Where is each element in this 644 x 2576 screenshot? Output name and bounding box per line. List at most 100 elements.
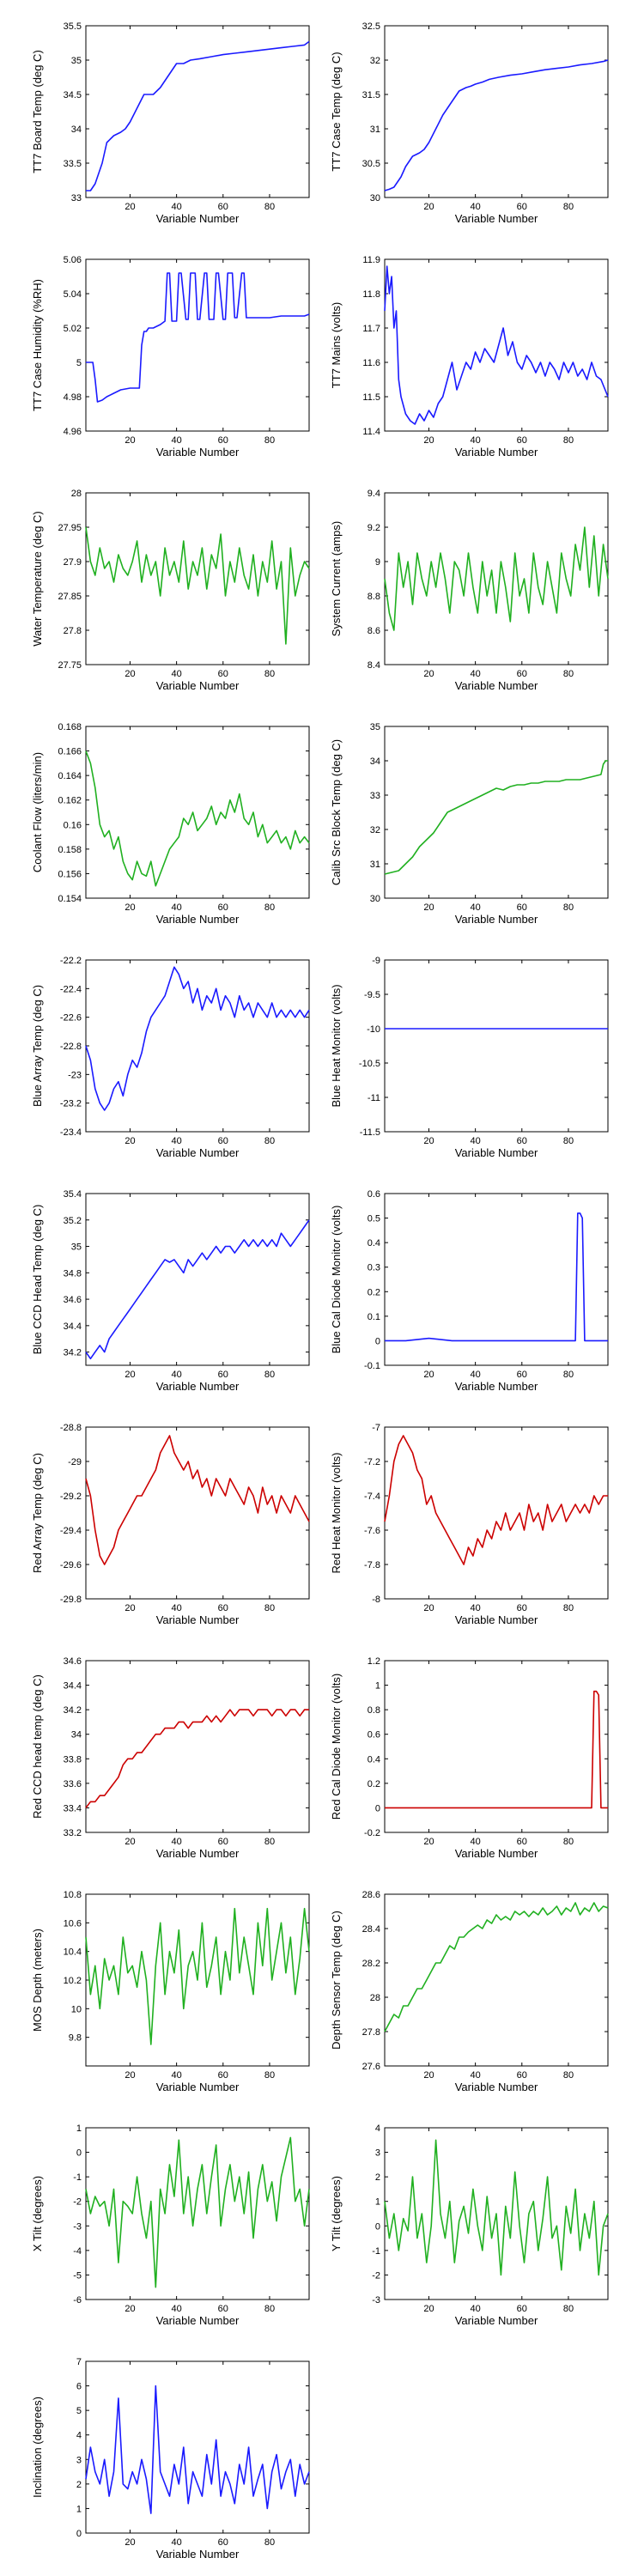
chart-system-current: 8.4 8.6 8.8 9 9.2 9.4 20 40 60 80 Variable Number S… [330,489,609,692]
x-tick-label: 20 [423,1837,434,1847]
x-tick-label: 20 [125,2304,135,2314]
chart-tt7-board-temp: 33 33.5 34 34.5 35 35.5 20 40 60 80 Variable Numbe… [31,21,310,225]
y-tick-label: 4 [76,2431,82,2441]
y-tick-label: -22.4 [60,984,82,994]
x-tick-label: 80 [563,1837,574,1847]
y-tick-label: -0.1 [364,1361,380,1371]
plot-frame [384,25,609,198]
x-tick-label: 80 [264,1370,275,1380]
y-axis-label: TT7 Case Humidity (%RH) [31,279,44,411]
plot-frame [85,726,310,899]
x-tick-label: 20 [125,435,135,446]
x-tick-label: 60 [218,2537,228,2548]
y-tick-label: 1 [375,2197,380,2208]
x-tick-label: 60 [218,435,228,446]
chart-blue-heat-monitor: -11.5 -11 -10.5 -10 -9.5 -9 20 40 60 80 Variable N… [330,956,609,1159]
y-tick-label: -28.8 [60,1423,82,1433]
y-tick-label: 10.4 [64,1947,82,1958]
plot-frame [384,1660,609,1833]
y-tick-label: -11.5 [360,1127,380,1138]
x-axis-label: Variable Number [156,1847,240,1860]
x-tick-label: 60 [218,1837,228,1847]
y-tick-label: -23.2 [60,1099,82,1109]
y-tick-label: 27.85 [58,592,82,602]
y-tick-label: 28.6 [362,1890,380,1900]
y-tick-label: 0.5 [368,1214,380,1224]
y-tick-label: 11.5 [362,392,380,403]
x-tick-label: 40 [471,1603,481,1613]
x-tick-label: 40 [172,2537,182,2548]
x-tick-label: 80 [264,2537,275,2548]
y-tick-label: -8 [372,1595,380,1605]
y-axis-label: Coolant Flow (liters/min) [31,752,44,872]
chart-water-temperature: 27.75 27.8 27.85 27.9 27.95 28 20 40 60 80 Variabl… [31,489,310,692]
y-tick-label: -9 [372,956,380,966]
series-line [384,760,608,875]
y-tick-label: -1 [73,2172,82,2183]
y-tick-label: 1 [76,2504,82,2514]
x-tick-label: 20 [423,2070,434,2081]
series-line [384,1435,608,1565]
chart-red-array-temp: -29.8 -29.6 -29.4 -29.2 -29 -28.8 20 40 60 80 Vari… [31,1423,310,1626]
y-tick-label: -7.8 [364,1560,380,1571]
x-tick-label: 40 [172,2070,182,2081]
y-tick-label: 33 [71,193,82,204]
y-tick-label: -1 [372,2246,380,2257]
x-tick-label: 40 [172,902,182,913]
y-tick-label: 35 [71,1242,82,1253]
series-line [86,40,310,191]
y-tick-label: -22.2 [60,956,82,966]
y-tick-label: 27.8 [362,2027,380,2038]
x-tick-label: 20 [423,902,434,913]
series-line [384,59,609,191]
y-tick-label: 0 [375,1336,380,1346]
x-tick-label: 60 [517,902,527,913]
x-tick-label: 60 [218,1370,228,1380]
x-tick-label: 80 [563,669,574,679]
y-tick-label: 5 [76,2406,82,2416]
y-tick-label: 5 [76,358,82,368]
x-tick-label: 60 [218,202,228,212]
x-tick-label: 80 [563,202,574,212]
chart-red-ccd-head-temp: 33.2 33.4 33.6 33.8 34 34.2 34.4 34.6 20 40 60 80 Va… [31,1656,310,1860]
x-tick-label: 40 [172,1370,182,1380]
x-axis-label: Variable Number [156,913,240,926]
x-tick-label: 60 [517,669,527,679]
y-tick-label: 11.9 [362,255,380,265]
y-tick-label: 33.5 [64,159,82,169]
y-tick-label: 0.2 [368,1287,380,1297]
x-axis-label: Variable Number [156,212,240,225]
x-tick-label: 20 [125,669,135,679]
x-tick-label: 80 [563,1370,574,1380]
y-tick-label: -6 [73,2295,82,2306]
x-tick-label: 20 [125,2537,135,2548]
x-tick-label: 60 [218,1136,228,1146]
y-tick-label: 0.8 [368,1705,380,1716]
y-tick-label: 27.9 [64,557,82,568]
y-tick-label: 10.6 [64,1918,82,1929]
x-tick-label: 20 [125,1136,135,1146]
y-axis-label: Calib Src Block Temp (deg C) [330,739,343,885]
chart-tt7-case-humidity: 4.96 4.98 5 5.02 5.04 5.06 20 40 60 80 Variable Nu… [31,255,310,459]
y-tick-label: -3 [73,2221,82,2232]
plot-frame [384,726,609,899]
y-tick-label: 10.8 [64,1890,82,1900]
plot-frame [384,1426,609,1600]
y-tick-label: -22.6 [60,1013,82,1024]
x-tick-label: 20 [125,1603,135,1613]
x-tick-label: 20 [125,902,135,913]
x-axis-label: Variable Number [455,679,538,692]
x-axis-label: Variable Number [455,212,538,225]
x-tick-label: 60 [218,902,228,913]
x-tick-label: 20 [125,202,135,212]
x-tick-label: 80 [264,1136,275,1146]
y-axis-label: TT7 Board Temp (deg C) [31,50,44,173]
y-tick-label: -7 [372,1423,380,1433]
x-tick-label: 60 [517,1370,527,1380]
x-axis-label: Variable Number [156,679,240,692]
y-tick-label: 6 [76,2382,82,2392]
y-axis-label: Red Cal Diode Monitor (volts) [330,1674,343,1820]
y-tick-label: 4 [375,2123,380,2134]
x-tick-label: 40 [172,1603,182,1613]
